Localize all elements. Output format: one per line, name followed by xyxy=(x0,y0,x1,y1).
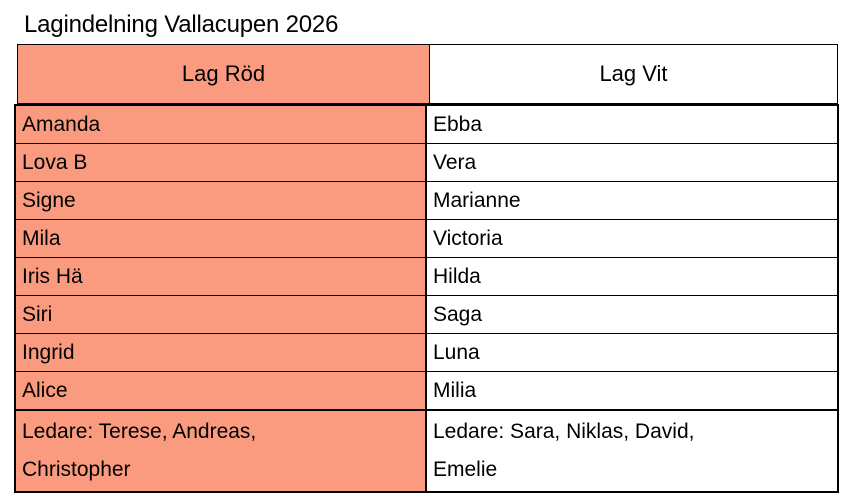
cell-lag-rod: Alice xyxy=(16,372,427,409)
table-row: Amanda Ebba xyxy=(16,106,837,144)
leaders-row: Ledare: Terese, Andreas, Christopher Led… xyxy=(16,409,837,491)
cell-lag-vit: Ebba xyxy=(427,106,837,143)
cell-lag-vit: Victoria xyxy=(427,220,837,257)
cell-lag-rod: Mila xyxy=(16,220,427,257)
table-row: Siri Saga xyxy=(16,296,837,334)
cell-lag-vit: Saga xyxy=(427,296,837,333)
team-table-rows: Amanda Ebba Lova B Vera Signe Marianne M… xyxy=(16,106,837,409)
table-row: Alice Milia xyxy=(16,372,837,409)
table-row: Signe Marianne xyxy=(16,182,837,220)
cell-lag-rod: Amanda xyxy=(16,106,427,143)
cell-lag-rod: Lova B xyxy=(16,144,427,181)
header-cell-lag-vit: Lag Vit xyxy=(430,45,837,103)
table-row: Lova B Vera xyxy=(16,144,837,182)
header-cell-lag-rod: Lag Röd xyxy=(18,45,430,103)
cell-lag-vit: Hilda xyxy=(427,258,837,295)
cell-lag-rod: Signe xyxy=(16,182,427,219)
cell-lag-rod: Siri xyxy=(16,296,427,333)
table-row: Iris Hä Hilda xyxy=(16,258,837,296)
cell-lag-vit: Milia xyxy=(427,372,837,409)
table-row: Ingrid Luna xyxy=(16,334,837,372)
cell-lag-rod: Ingrid xyxy=(16,334,427,371)
page-title: Lagindelning Vallacupen 2026 xyxy=(24,11,339,38)
cell-lag-vit: Luna xyxy=(427,334,837,371)
team-table: Amanda Ebba Lova B Vera Signe Marianne M… xyxy=(14,104,839,493)
leader-cell-lag-vit: Ledare: Sara, Niklas, David, Emelie xyxy=(427,411,837,491)
table-row: Mila Victoria xyxy=(16,220,837,258)
cell-lag-vit: Marianne xyxy=(427,182,837,219)
table-header-row: Lag Röd Lag Vit xyxy=(17,44,838,104)
cell-lag-vit: Vera xyxy=(427,144,837,181)
cell-lag-rod: Iris Hä xyxy=(16,258,427,295)
leader-cell-lag-rod: Ledare: Terese, Andreas, Christopher xyxy=(16,411,427,491)
